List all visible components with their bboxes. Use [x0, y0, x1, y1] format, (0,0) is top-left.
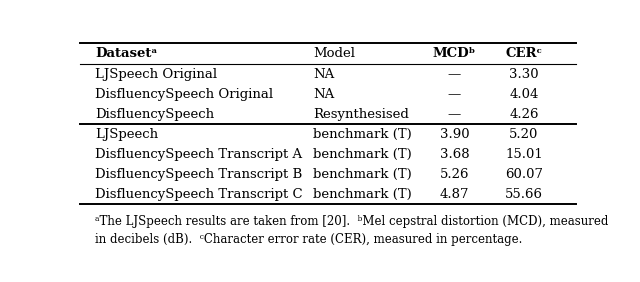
Text: DisfluencySpeech Original: DisfluencySpeech Original	[95, 88, 273, 101]
Text: DisfluencySpeech: DisfluencySpeech	[95, 108, 214, 121]
Text: —: —	[448, 108, 461, 121]
Text: benchmark (T): benchmark (T)	[313, 188, 412, 201]
Text: benchmark (T): benchmark (T)	[313, 148, 412, 161]
Text: 3.68: 3.68	[440, 148, 469, 161]
Text: Model: Model	[313, 47, 355, 60]
Text: NA: NA	[313, 88, 334, 101]
Text: 3.90: 3.90	[440, 128, 469, 141]
Text: DisfluencySpeech Transcript C: DisfluencySpeech Transcript C	[95, 188, 303, 201]
Text: —: —	[448, 68, 461, 81]
Text: LJSpeech Original: LJSpeech Original	[95, 68, 217, 81]
Text: CERᶜ: CERᶜ	[506, 47, 543, 60]
Text: benchmark (T): benchmark (T)	[313, 128, 412, 141]
Text: 15.01: 15.01	[505, 148, 543, 161]
Text: 60.07: 60.07	[505, 168, 543, 180]
Text: Resynthesised: Resynthesised	[313, 108, 409, 121]
Text: LJSpeech: LJSpeech	[95, 128, 158, 141]
Text: in decibels (dB).  ᶜCharacter error rate (CER), measured in percentage.: in decibels (dB). ᶜCharacter error rate …	[95, 233, 522, 246]
Text: 5.26: 5.26	[440, 168, 469, 180]
Text: benchmark (T): benchmark (T)	[313, 168, 412, 180]
Text: Datasetᵃ: Datasetᵃ	[95, 47, 157, 60]
Text: DisfluencySpeech Transcript A: DisfluencySpeech Transcript A	[95, 148, 302, 161]
Text: 4.26: 4.26	[509, 108, 539, 121]
Text: NA: NA	[313, 68, 334, 81]
Text: 55.66: 55.66	[505, 188, 543, 201]
Text: 4.04: 4.04	[509, 88, 539, 101]
Text: 3.30: 3.30	[509, 68, 539, 81]
Text: ᵃThe LJSpeech results are taken from [20].  ᵇMel cepstral distortion (MCD), meas: ᵃThe LJSpeech results are taken from [20…	[95, 215, 608, 228]
Text: DisfluencySpeech Transcript B: DisfluencySpeech Transcript B	[95, 168, 302, 180]
Text: MCDᵇ: MCDᵇ	[433, 47, 476, 60]
Text: —: —	[448, 88, 461, 101]
Text: 5.20: 5.20	[509, 128, 539, 141]
Text: 4.87: 4.87	[440, 188, 469, 201]
